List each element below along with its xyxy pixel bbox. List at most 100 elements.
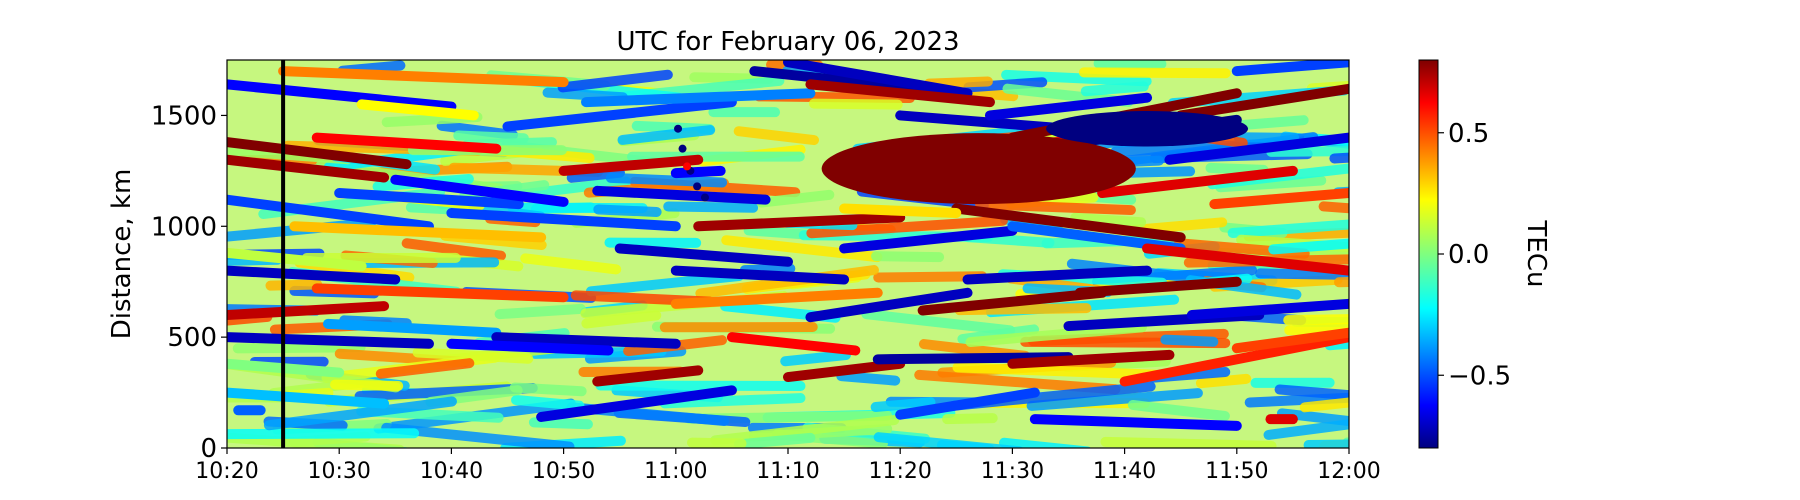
background-track (412, 347, 534, 364)
y-tick-label: 1500 (151, 101, 217, 131)
background-track (1244, 392, 1349, 408)
data-track (227, 332, 434, 349)
data-track (289, 221, 547, 243)
background-track (511, 395, 585, 411)
data-track (581, 88, 816, 108)
background-track (263, 396, 457, 431)
data-track (334, 188, 524, 210)
background-track (942, 413, 998, 425)
background-track (595, 380, 806, 392)
background-track (1255, 268, 1349, 280)
background-track (1026, 388, 1203, 411)
data-track (1231, 60, 1349, 77)
background-track (1303, 439, 1349, 448)
y-tick-label: 1000 (151, 212, 217, 242)
background-track (808, 98, 903, 110)
data-track (670, 265, 850, 285)
y-axis-label: Distance, km (107, 169, 137, 340)
background-track (1276, 408, 1349, 427)
data-track (783, 60, 973, 99)
data-blob (1046, 110, 1249, 147)
background-track (581, 310, 662, 329)
data-track (1231, 327, 1349, 354)
background-track (1284, 322, 1349, 336)
x-tick-label: 10:30 (307, 459, 370, 484)
data-track (1097, 165, 1298, 199)
data-track (502, 97, 737, 132)
data-blobs (821, 110, 1249, 205)
background-track (1078, 67, 1231, 79)
background-track (557, 69, 673, 93)
background-track (1195, 373, 1252, 389)
data-track (1209, 188, 1349, 210)
data-track (1142, 243, 1349, 276)
data-track (1119, 332, 1349, 387)
data-track (491, 332, 681, 349)
background-track (686, 437, 747, 448)
data-track (693, 212, 906, 232)
colorbar-label: TECu (1521, 220, 1551, 288)
background-track (1070, 212, 1147, 228)
background-track (265, 279, 323, 291)
background-track (952, 362, 1162, 380)
background-track (695, 265, 879, 299)
data-track (670, 165, 726, 179)
data-track (1007, 349, 1175, 369)
background-track (1227, 219, 1349, 238)
data-track (558, 154, 704, 176)
background-track (617, 125, 716, 145)
background-track (1263, 419, 1349, 440)
colorbar-tick-label: 0.5 (1448, 119, 1489, 149)
background-track (375, 358, 475, 379)
data-point (700, 193, 709, 202)
data-track (322, 318, 502, 338)
background-track (1342, 437, 1349, 448)
background-track (585, 271, 745, 297)
data-track (227, 194, 434, 232)
data-track (592, 185, 771, 205)
background-track (330, 379, 404, 391)
x-tick-label: 11:50 (1205, 459, 1268, 484)
x-axis: 10:20 10:30 10:40 10:50 11:00 11:10 11:20 11:30… (195, 448, 1381, 484)
background-track (494, 303, 586, 320)
data-track (670, 287, 883, 309)
data-track (311, 132, 502, 154)
background-track (1299, 397, 1349, 413)
data-track (356, 99, 479, 121)
background-track (1093, 60, 1167, 69)
data-track (227, 154, 390, 183)
x-tick-label: 10:20 (195, 459, 258, 484)
background-track (836, 371, 901, 386)
data-track (390, 174, 569, 207)
data-track (227, 387, 390, 409)
data-track (1175, 83, 1349, 121)
data-point (674, 124, 683, 133)
data-track (839, 225, 1018, 254)
colorbar-tick-label: 0.0 (1448, 240, 1489, 270)
plot-area (227, 60, 1349, 448)
background-track (975, 199, 1136, 216)
data-track (614, 243, 793, 267)
background-track (871, 251, 945, 263)
data-track (227, 247, 367, 272)
x-tick-label: 11:10 (756, 459, 819, 484)
background-track (401, 238, 507, 261)
background-track (520, 253, 622, 275)
data-track (1186, 298, 1349, 320)
background-track (1001, 69, 1152, 87)
background-track (721, 235, 883, 263)
data-point (693, 182, 702, 191)
x-tick-label: 11:30 (981, 459, 1044, 484)
colorbar: 0.5 0.0 −0.5 TECu (1418, 59, 1551, 449)
x-tick-label: 11:40 (1093, 459, 1156, 484)
background-track (1318, 201, 1349, 214)
data-point (678, 144, 687, 153)
background-track (453, 130, 529, 144)
background-track (1233, 132, 1300, 143)
data-track (1164, 132, 1349, 165)
data-track (592, 365, 704, 387)
background-track (1274, 384, 1349, 401)
data-track (962, 265, 1153, 285)
data-track (984, 92, 1153, 121)
